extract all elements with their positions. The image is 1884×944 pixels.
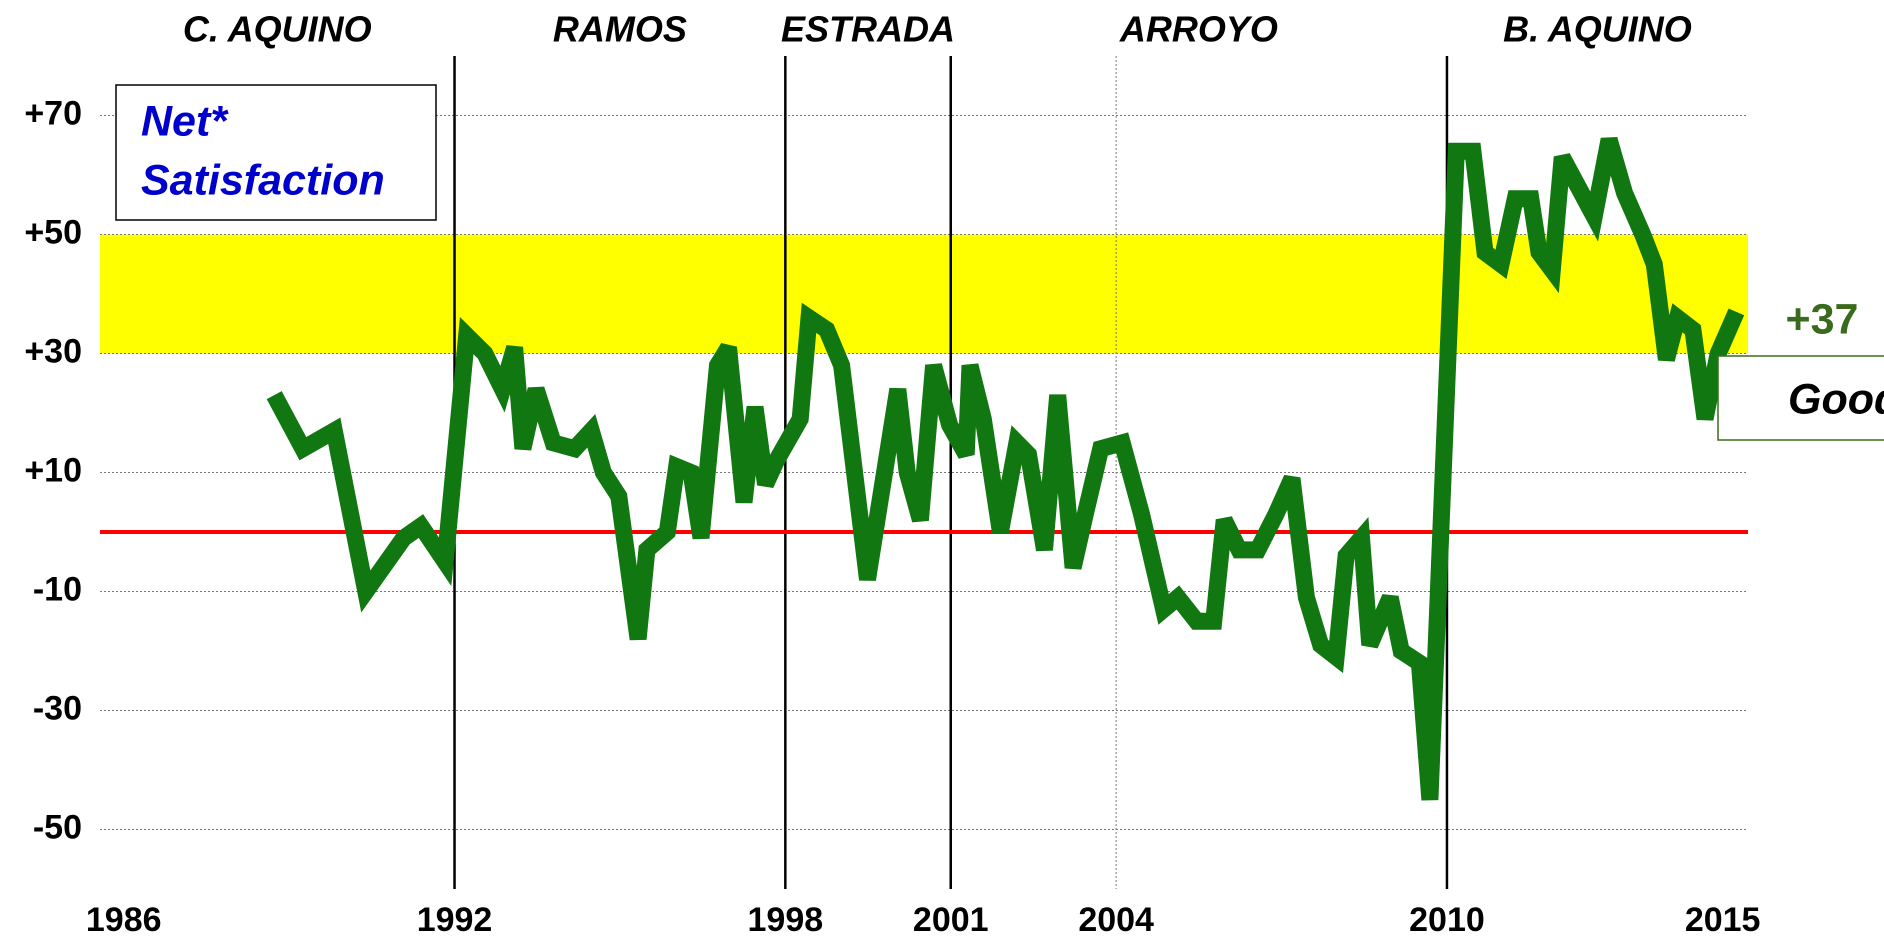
y-tick-label: +50 xyxy=(24,213,82,251)
term-label: ESTRADA xyxy=(781,9,955,50)
term-label: ARROYO xyxy=(1119,9,1278,50)
rating-box xyxy=(1717,355,1884,441)
rating-label: Good xyxy=(1788,375,1884,423)
chart-title: Satisfaction xyxy=(141,156,385,204)
x-tick-label: 2015 xyxy=(1685,901,1761,939)
x-tick-label: 1992 xyxy=(417,901,493,939)
y-tick-label: -10 xyxy=(33,570,82,608)
y-tick-label: +10 xyxy=(24,451,82,489)
legend-box xyxy=(115,84,437,221)
good-band xyxy=(100,234,1748,354)
x-tick-label: 1986 xyxy=(86,901,162,939)
series-line xyxy=(266,136,1745,801)
value-label: +37 xyxy=(1786,295,1859,343)
chart-title: Net* xyxy=(141,97,229,145)
x-tick-label: 2010 xyxy=(1409,901,1485,939)
x-tick-label: 2004 xyxy=(1078,901,1154,939)
term-label: RAMOS xyxy=(553,9,687,50)
y-tick-label: -30 xyxy=(33,689,82,727)
x-tick-label: 2001 xyxy=(913,901,989,939)
y-tick-label: -50 xyxy=(33,808,82,846)
y-tick-label: +70 xyxy=(24,94,82,132)
y-tick-label: +30 xyxy=(24,332,82,370)
x-tick-label: 1998 xyxy=(748,901,824,939)
term-label: B. AQUINO xyxy=(1503,9,1692,50)
term-label: C. AQUINO xyxy=(183,9,372,50)
